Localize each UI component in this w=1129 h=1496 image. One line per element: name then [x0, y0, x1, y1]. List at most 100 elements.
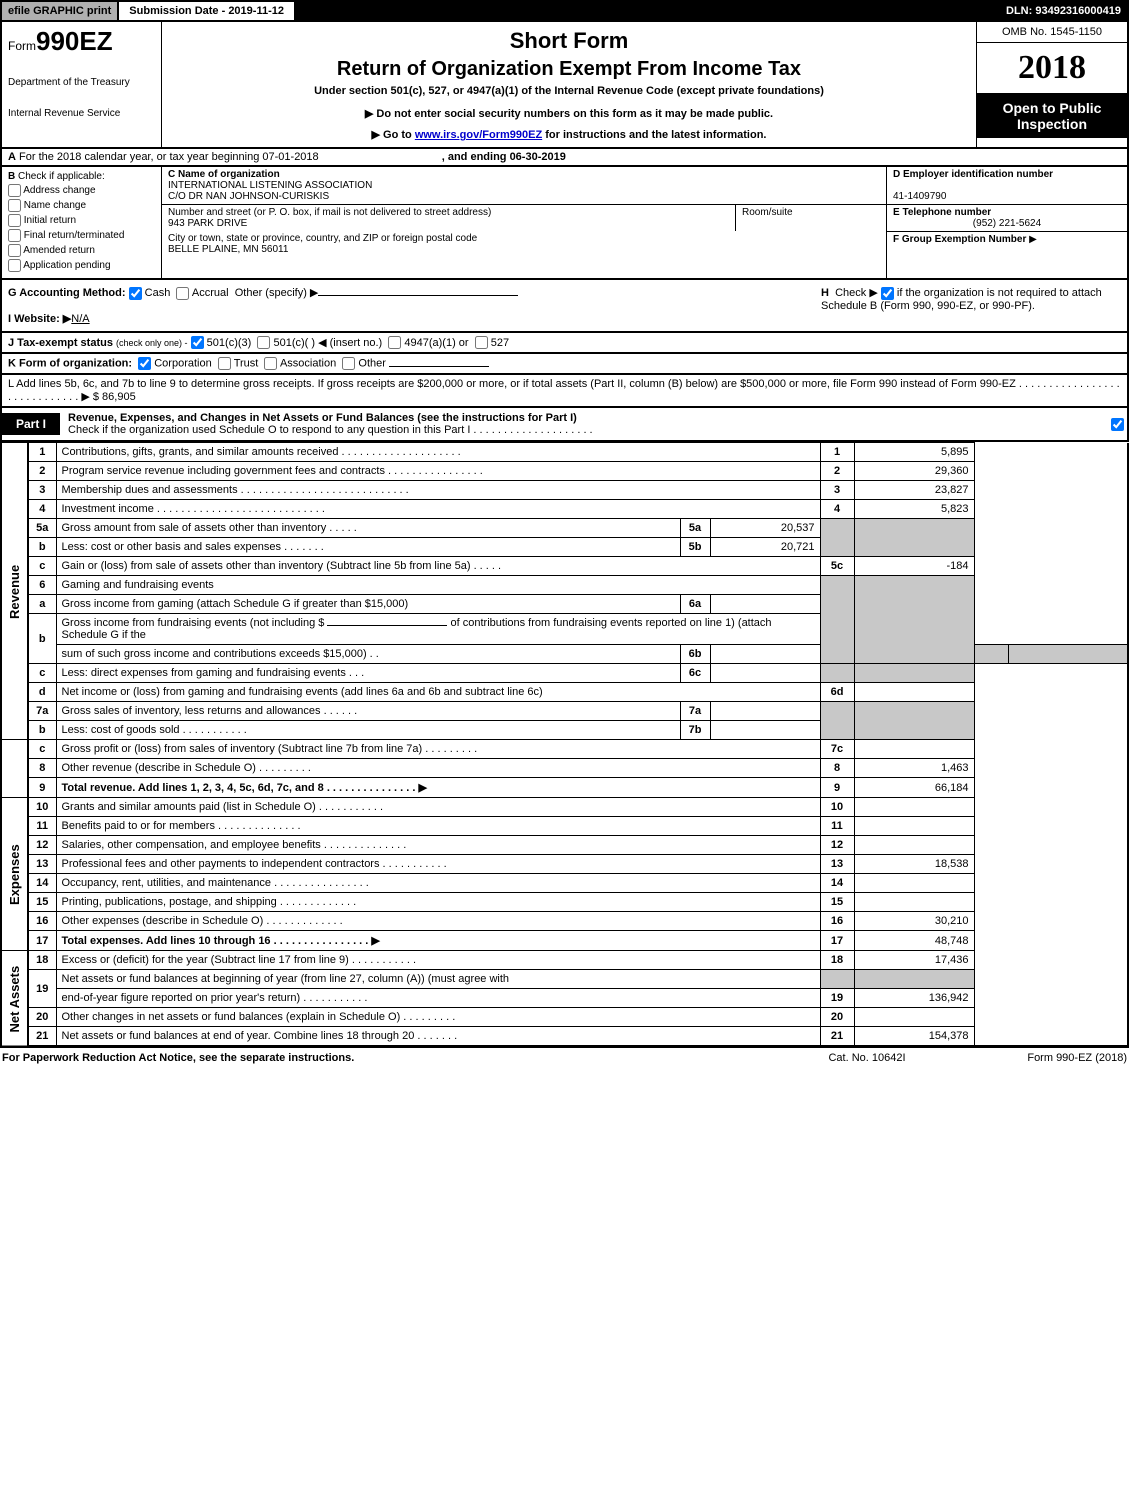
- chk-trust[interactable]: [218, 357, 231, 370]
- street-addr: 943 PARK DRIVE: [168, 218, 247, 229]
- i-lbl: I Website: ▶: [8, 313, 71, 325]
- subtitle: Under section 501(c), 527, or 4947(a)(1)…: [168, 85, 970, 97]
- sub-5b: 5b: [680, 538, 710, 557]
- ln-6: 6: [28, 576, 56, 595]
- chk-final-return[interactable]: [8, 229, 21, 242]
- amt-13: 18,538: [854, 855, 974, 874]
- amt-16: 30,210: [854, 912, 974, 931]
- ln-5c: c: [28, 557, 56, 576]
- chk-name-change[interactable]: [8, 199, 21, 212]
- gray-6camt: [854, 664, 974, 683]
- amt-3: 23,827: [854, 481, 974, 500]
- org-name: INTERNATIONAL LISTENING ASSOCIATION: [168, 180, 372, 191]
- lbl-assoc: Association: [280, 358, 336, 370]
- val-6b: [710, 645, 820, 664]
- chk-h[interactable]: [881, 287, 894, 300]
- lbl-17: Total expenses. Add lines 10 through 16 …: [56, 931, 820, 951]
- ln-17: 17: [28, 931, 56, 951]
- other-org-input[interactable]: [389, 366, 489, 367]
- num-12: 12: [820, 836, 854, 855]
- chk-corp[interactable]: [138, 357, 151, 370]
- lbl-6d: Net income or (loss) from gaming and fun…: [56, 683, 820, 702]
- website-val: N/A: [71, 313, 89, 325]
- tax-year: 2018: [977, 43, 1127, 94]
- lbl-trust: Trust: [234, 358, 259, 370]
- lbl-15: Printing, publications, postage, and shi…: [56, 893, 820, 912]
- financial-table: Revenue 1 Contributions, gifts, grants, …: [0, 442, 1129, 1047]
- part1-header: Part I Revenue, Expenses, and Changes in…: [0, 408, 1129, 442]
- side-netassets: Net Assets: [1, 951, 28, 1047]
- lbl-3: Membership dues and assessments . . . . …: [56, 481, 820, 500]
- ln-7a: 7a: [28, 702, 56, 721]
- form-number: Form990EZ: [8, 26, 155, 57]
- chk-cash[interactable]: [129, 287, 142, 300]
- lbl-12: Salaries, other compensation, and employ…: [56, 836, 820, 855]
- amt-15: [854, 893, 974, 912]
- chk-assoc[interactable]: [264, 357, 277, 370]
- lbl-final: Final return/terminated: [24, 230, 125, 241]
- ln-14: 14: [28, 874, 56, 893]
- row-l: L Add lines 5b, 6c, and 7b to line 9 to …: [0, 375, 1129, 408]
- lbl-527: 527: [491, 337, 509, 349]
- group-exempt-lbl: F Group Exemption Number: [893, 234, 1026, 245]
- inspect-1: Open to Public: [1003, 100, 1102, 116]
- chk-527[interactable]: [475, 336, 488, 349]
- ein: 41-1409790: [893, 191, 946, 202]
- ln-10: 10: [28, 798, 56, 817]
- h-check-lbl: Check ▶: [835, 287, 878, 299]
- sub-5a: 5a: [680, 519, 710, 538]
- gray-5amt: [854, 519, 974, 557]
- val-6c: [710, 664, 820, 683]
- lbl-19b: end-of-year figure reported on prior yea…: [56, 989, 820, 1008]
- efile-print-button[interactable]: efile GRAPHIC print: [2, 2, 119, 20]
- chk-initial-return[interactable]: [8, 214, 21, 227]
- val-5a: 20,537: [710, 519, 820, 538]
- 6b-amount-input[interactable]: [327, 625, 447, 626]
- lbl-10: Grants and similar amounts paid (list in…: [56, 798, 820, 817]
- lbl-other-method: Other (specify) ▶: [235, 287, 319, 299]
- num-3: 3: [820, 481, 854, 500]
- note-goto: ▶ Go to www.irs.gov/Form990EZ for instru…: [168, 128, 970, 141]
- val-5b: 20,721: [710, 538, 820, 557]
- tax-year-end: , and ending 06-30-2019: [442, 151, 566, 163]
- num-9: 9: [820, 778, 854, 798]
- chk-amended[interactable]: [8, 244, 21, 257]
- chk-accrual[interactable]: [176, 287, 189, 300]
- block-gh: G Accounting Method: Cash Accrual Other …: [0, 280, 1129, 333]
- other-method-input[interactable]: [318, 295, 518, 296]
- lbl-9: Total revenue. Add lines 1, 2, 3, 4, 5c,…: [56, 778, 820, 798]
- irs-link[interactable]: www.irs.gov/Form990EZ: [415, 129, 542, 141]
- amt-11: [854, 817, 974, 836]
- amt-18: 17,436: [854, 951, 974, 970]
- side-expenses: Expenses: [1, 798, 28, 951]
- chk-app-pending[interactable]: [8, 259, 21, 272]
- col-b: B Check if applicable: Address change Na…: [2, 167, 162, 278]
- header-left: Form990EZ Department of the Treasury Int…: [2, 22, 162, 147]
- chk-part1-schedO[interactable]: [1111, 418, 1124, 431]
- dept-treasury: Department of the Treasury: [8, 77, 155, 88]
- num-5c: 5c: [820, 557, 854, 576]
- note2-post: for instructions and the latest informat…: [542, 129, 766, 141]
- open-to-public: Open to Public Inspection: [977, 94, 1127, 138]
- num-8: 8: [820, 759, 854, 778]
- ln-8: 8: [28, 759, 56, 778]
- footer-left: For Paperwork Reduction Act Notice, see …: [2, 1052, 767, 1064]
- ln-18: 18: [28, 951, 56, 970]
- lbl-7a: Gross sales of inventory, less returns a…: [56, 702, 680, 721]
- gray-19: [820, 970, 854, 989]
- inspect-2: Inspection: [1017, 116, 1087, 132]
- chk-address-change[interactable]: [8, 184, 21, 197]
- lbl-14: Occupancy, rent, utilities, and maintena…: [56, 874, 820, 893]
- gray-6: [820, 576, 854, 664]
- ln-6c: c: [28, 664, 56, 683]
- side-revenue: Revenue: [1, 443, 28, 740]
- row-j: J Tax-exempt status (check only one) - 5…: [0, 333, 1129, 355]
- chk-501c[interactable]: [257, 336, 270, 349]
- irs: Internal Revenue Service: [8, 108, 155, 119]
- form-990ez: 990EZ: [36, 26, 113, 56]
- gray-6bamt: [1008, 645, 1128, 664]
- chk-other-org[interactable]: [342, 357, 355, 370]
- ln-21: 21: [28, 1027, 56, 1047]
- chk-501c3[interactable]: [191, 336, 204, 349]
- chk-4947[interactable]: [388, 336, 401, 349]
